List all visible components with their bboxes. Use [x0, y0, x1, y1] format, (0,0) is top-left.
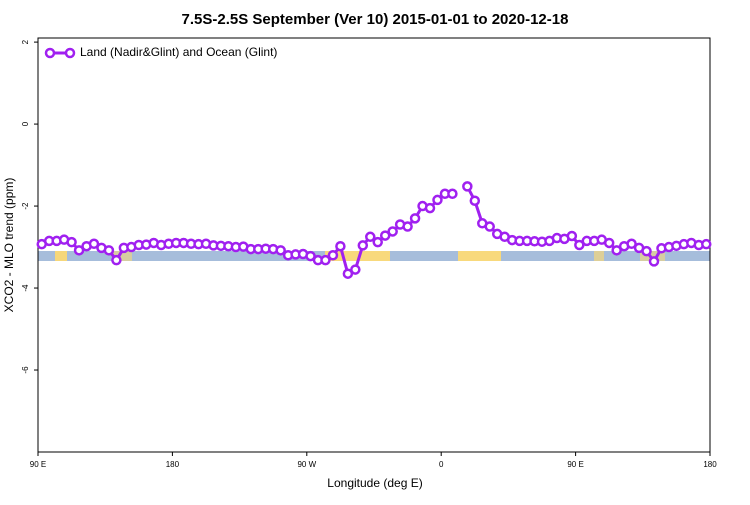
data-point	[350, 264, 361, 275]
legend-marker	[64, 47, 76, 59]
data-point	[342, 268, 354, 279]
y-tick-label: 2	[21, 39, 30, 44]
x-axis-label: Longitude (deg E)	[327, 476, 422, 490]
data-point	[387, 226, 398, 237]
data-point	[566, 230, 578, 242]
y-tick-label: -4	[21, 284, 30, 292]
data-point	[275, 245, 286, 256]
y-tick-label: -6	[21, 366, 30, 374]
land-patch	[640, 251, 665, 261]
data-point	[447, 188, 458, 200]
x-tick-label: 90 W	[297, 460, 316, 469]
data-point	[73, 245, 85, 256]
data-point	[424, 202, 436, 214]
x-tick-label: 180	[166, 460, 180, 469]
legend: Land (Nadir&Glint) and Ocean (Glint)	[44, 45, 277, 59]
land-patch	[325, 251, 390, 261]
legend-label: Land (Nadir&Glint) and Ocean (Glint)	[80, 45, 277, 59]
legend-marker	[44, 47, 56, 59]
data-point	[574, 239, 585, 251]
surface-strip	[38, 251, 710, 261]
x-tick-label: 90 E	[30, 460, 46, 469]
chart-title: 7.5S-2.5S September (Ver 10) 2015-01-01 …	[182, 11, 569, 28]
data-point	[365, 231, 376, 243]
data-point	[701, 238, 712, 250]
data-point	[469, 195, 481, 206]
data-point	[611, 245, 622, 256]
data-point	[88, 238, 100, 250]
data-point	[372, 236, 383, 248]
data-point	[462, 181, 473, 192]
y-axis-label: XCO2 - MLO trend (ppm)	[2, 178, 16, 313]
land-patch	[112, 251, 132, 261]
data-point	[626, 238, 637, 250]
data-point	[66, 236, 77, 248]
data-point	[111, 254, 122, 266]
data-point	[357, 240, 369, 251]
data-point	[603, 237, 615, 249]
data-point	[484, 221, 495, 232]
data-point	[379, 230, 391, 241]
data-point	[432, 194, 443, 206]
data-point	[305, 250, 316, 262]
y-tick-label: 0	[21, 121, 30, 126]
land-patch	[55, 251, 67, 261]
x-tick-label: 0	[439, 460, 444, 469]
land-patch	[458, 251, 501, 261]
data-point	[335, 240, 346, 252]
x-tick-label: 90 E	[567, 460, 583, 469]
data-point	[327, 249, 339, 261]
data-point	[103, 245, 115, 256]
land-patch	[594, 251, 604, 261]
data-point	[402, 221, 413, 232]
data-point	[320, 254, 331, 266]
data-point	[648, 256, 660, 267]
x-tick-label: 180	[703, 460, 717, 469]
data-point	[641, 245, 652, 257]
y-tick-label: -2	[21, 202, 30, 210]
data-point	[409, 213, 421, 224]
